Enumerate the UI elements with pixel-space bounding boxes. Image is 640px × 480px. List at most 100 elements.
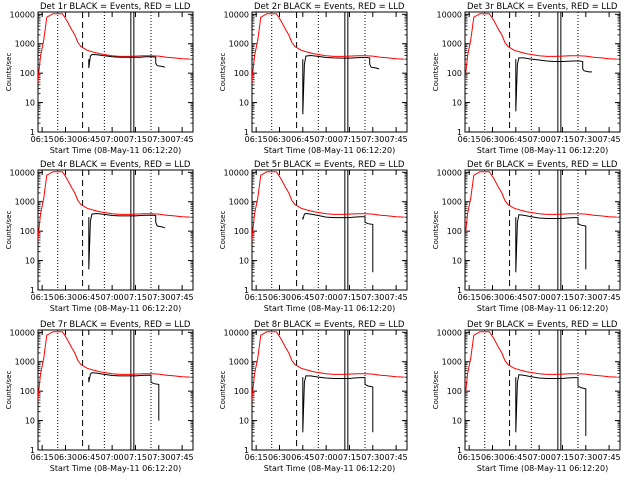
y-tick-label: 1: [30, 286, 35, 295]
x-tick-label: 06:15: [458, 135, 481, 144]
x-tick-label: 06:15: [245, 453, 268, 462]
x-tick-label: 07:30: [147, 135, 170, 144]
y-tick-label: 100: [20, 387, 35, 396]
plot-frame: [37, 329, 194, 451]
y-tick-label: 10: [452, 99, 462, 108]
x-tick-label: 07:15: [551, 135, 574, 144]
y-tick-label: 1: [244, 286, 249, 295]
x-axis-label: Start Time (08-May-11 06:12:20): [50, 146, 181, 155]
y-tick-label: 1000: [15, 358, 35, 367]
chart-panel: 1 10 100 1000 10000 06:15 06:30 06:45 07:00 07:15…: [432, 160, 621, 313]
y-tick-label: 100: [20, 227, 35, 236]
plot-frame: [464, 169, 621, 291]
chart-title: Det 1r BLACK = Events, RED = LLD: [40, 2, 191, 12]
plot-frame: [37, 11, 194, 133]
y-axis-label: Counts/sec: [432, 53, 440, 92]
y-tick-label: 10: [452, 417, 462, 426]
y-tick-label: 1000: [15, 40, 35, 49]
y-axis-label: Counts/sec: [219, 211, 227, 250]
chart-title: Det 9r BLACK = Events, RED = LLD: [467, 320, 618, 330]
y-tick-label: 1: [244, 446, 249, 455]
x-tick-label: 06:30: [481, 453, 504, 462]
y-tick-label: 10: [239, 417, 249, 426]
x-tick-label: 07:00: [315, 293, 338, 302]
x-axis-label: Start Time (08-May-11 06:12:20): [264, 146, 395, 155]
y-tick-label: 1000: [15, 198, 35, 207]
x-axis-label: Start Time (08-May-11 06:12:20): [50, 304, 181, 313]
y-tick-label: 1: [457, 128, 462, 137]
x-tick-label: 06:45: [77, 293, 100, 302]
x-tick-label: 06:30: [54, 293, 77, 302]
y-tick-label: 100: [234, 387, 249, 396]
chart-panel: 1 10 100 1000 10000 06:15 06:30 06:45 07:00 07:15…: [219, 320, 408, 473]
x-tick-label: 07:00: [101, 135, 124, 144]
chart-title: Det 8r BLACK = Events, RED = LLD: [254, 320, 405, 330]
x-tick-label: 06:45: [77, 453, 100, 462]
y-tick-label: 10000: [10, 328, 35, 337]
x-tick-label: 07:45: [598, 453, 621, 462]
plot-frame: [251, 11, 408, 133]
y-tick-label: 1000: [229, 198, 249, 207]
x-axis-label: Start Time (08-May-11 06:12:20): [264, 464, 395, 473]
chart-panel: 1 10 100 1000 10000 06:15 06:30 06:45 07:00 07:15…: [219, 2, 408, 155]
x-tick-label: 07:30: [574, 453, 597, 462]
chart-panel: 1 10 100 1000 10000 06:15 06:30 06:45 07:00 07:15…: [5, 2, 194, 155]
x-tick-label: 06:30: [54, 453, 77, 462]
x-tick-label: 06:45: [504, 135, 527, 144]
x-tick-label: 06:30: [268, 453, 291, 462]
x-tick-label: 06:45: [77, 135, 100, 144]
y-tick-label: 100: [234, 227, 249, 236]
y-axis-label: Counts/sec: [5, 211, 13, 250]
x-tick-label: 07:15: [551, 453, 574, 462]
plot-frame: [464, 329, 621, 451]
x-tick-label: 06:15: [31, 135, 54, 144]
events-series-line: [515, 374, 587, 436]
x-tick-label: 07:30: [574, 135, 597, 144]
x-tick-label: 06:45: [504, 453, 527, 462]
x-tick-label: 06:15: [458, 453, 481, 462]
plot-frame: [251, 169, 408, 291]
events-series-line: [302, 212, 374, 273]
x-tick-label: 06:15: [31, 453, 54, 462]
y-tick-label: 10: [25, 99, 35, 108]
x-tick-label: 07:00: [528, 453, 551, 462]
chart-title: Det 2r BLACK = Events, RED = LLD: [254, 2, 405, 12]
x-tick-label: 07:30: [361, 135, 384, 144]
chart-title: Det 6r BLACK = Events, RED = LLD: [467, 160, 618, 170]
x-tick-label: 07:45: [171, 135, 194, 144]
x-axis-label: Start Time (08-May-11 06:12:20): [477, 304, 608, 313]
lld-series-line: [465, 331, 617, 403]
y-tick-label: 1: [457, 446, 462, 455]
lld-series-line: [38, 171, 190, 243]
chart-title: Det 5r BLACK = Events, RED = LLD: [254, 160, 405, 170]
x-tick-label: 06:45: [291, 293, 314, 302]
y-tick-label: 10: [239, 99, 249, 108]
events-series-line: [515, 57, 592, 112]
y-tick-label: 1: [457, 286, 462, 295]
events-series-line: [302, 375, 374, 433]
y-axis-label: Counts/sec: [219, 53, 227, 92]
y-tick-label: 10000: [10, 168, 35, 177]
x-tick-label: 06:30: [481, 135, 504, 144]
x-tick-label: 07:00: [528, 293, 551, 302]
lld-series-line: [252, 331, 404, 403]
x-tick-label: 06:30: [481, 293, 504, 302]
x-axis-label: Start Time (08-May-11 06:12:20): [50, 464, 181, 473]
x-tick-label: 06:45: [291, 453, 314, 462]
x-tick-label: 07:45: [598, 135, 621, 144]
x-tick-label: 07:15: [124, 293, 147, 302]
x-tick-label: 07:30: [574, 293, 597, 302]
x-tick-label: 07:00: [101, 453, 124, 462]
x-tick-label: 06:15: [458, 293, 481, 302]
x-tick-label: 07:00: [315, 135, 338, 144]
y-tick-label: 1000: [442, 358, 462, 367]
plot-frame: [37, 169, 194, 291]
x-tick-label: 07:30: [361, 453, 384, 462]
x-axis-label: Start Time (08-May-11 06:12:20): [477, 146, 608, 155]
x-tick-label: 07:15: [338, 293, 361, 302]
y-tick-label: 1000: [229, 358, 249, 367]
x-tick-label: 06:30: [268, 293, 291, 302]
x-tick-label: 07:30: [147, 453, 170, 462]
chart-title: Det 4r BLACK = Events, RED = LLD: [40, 160, 191, 170]
